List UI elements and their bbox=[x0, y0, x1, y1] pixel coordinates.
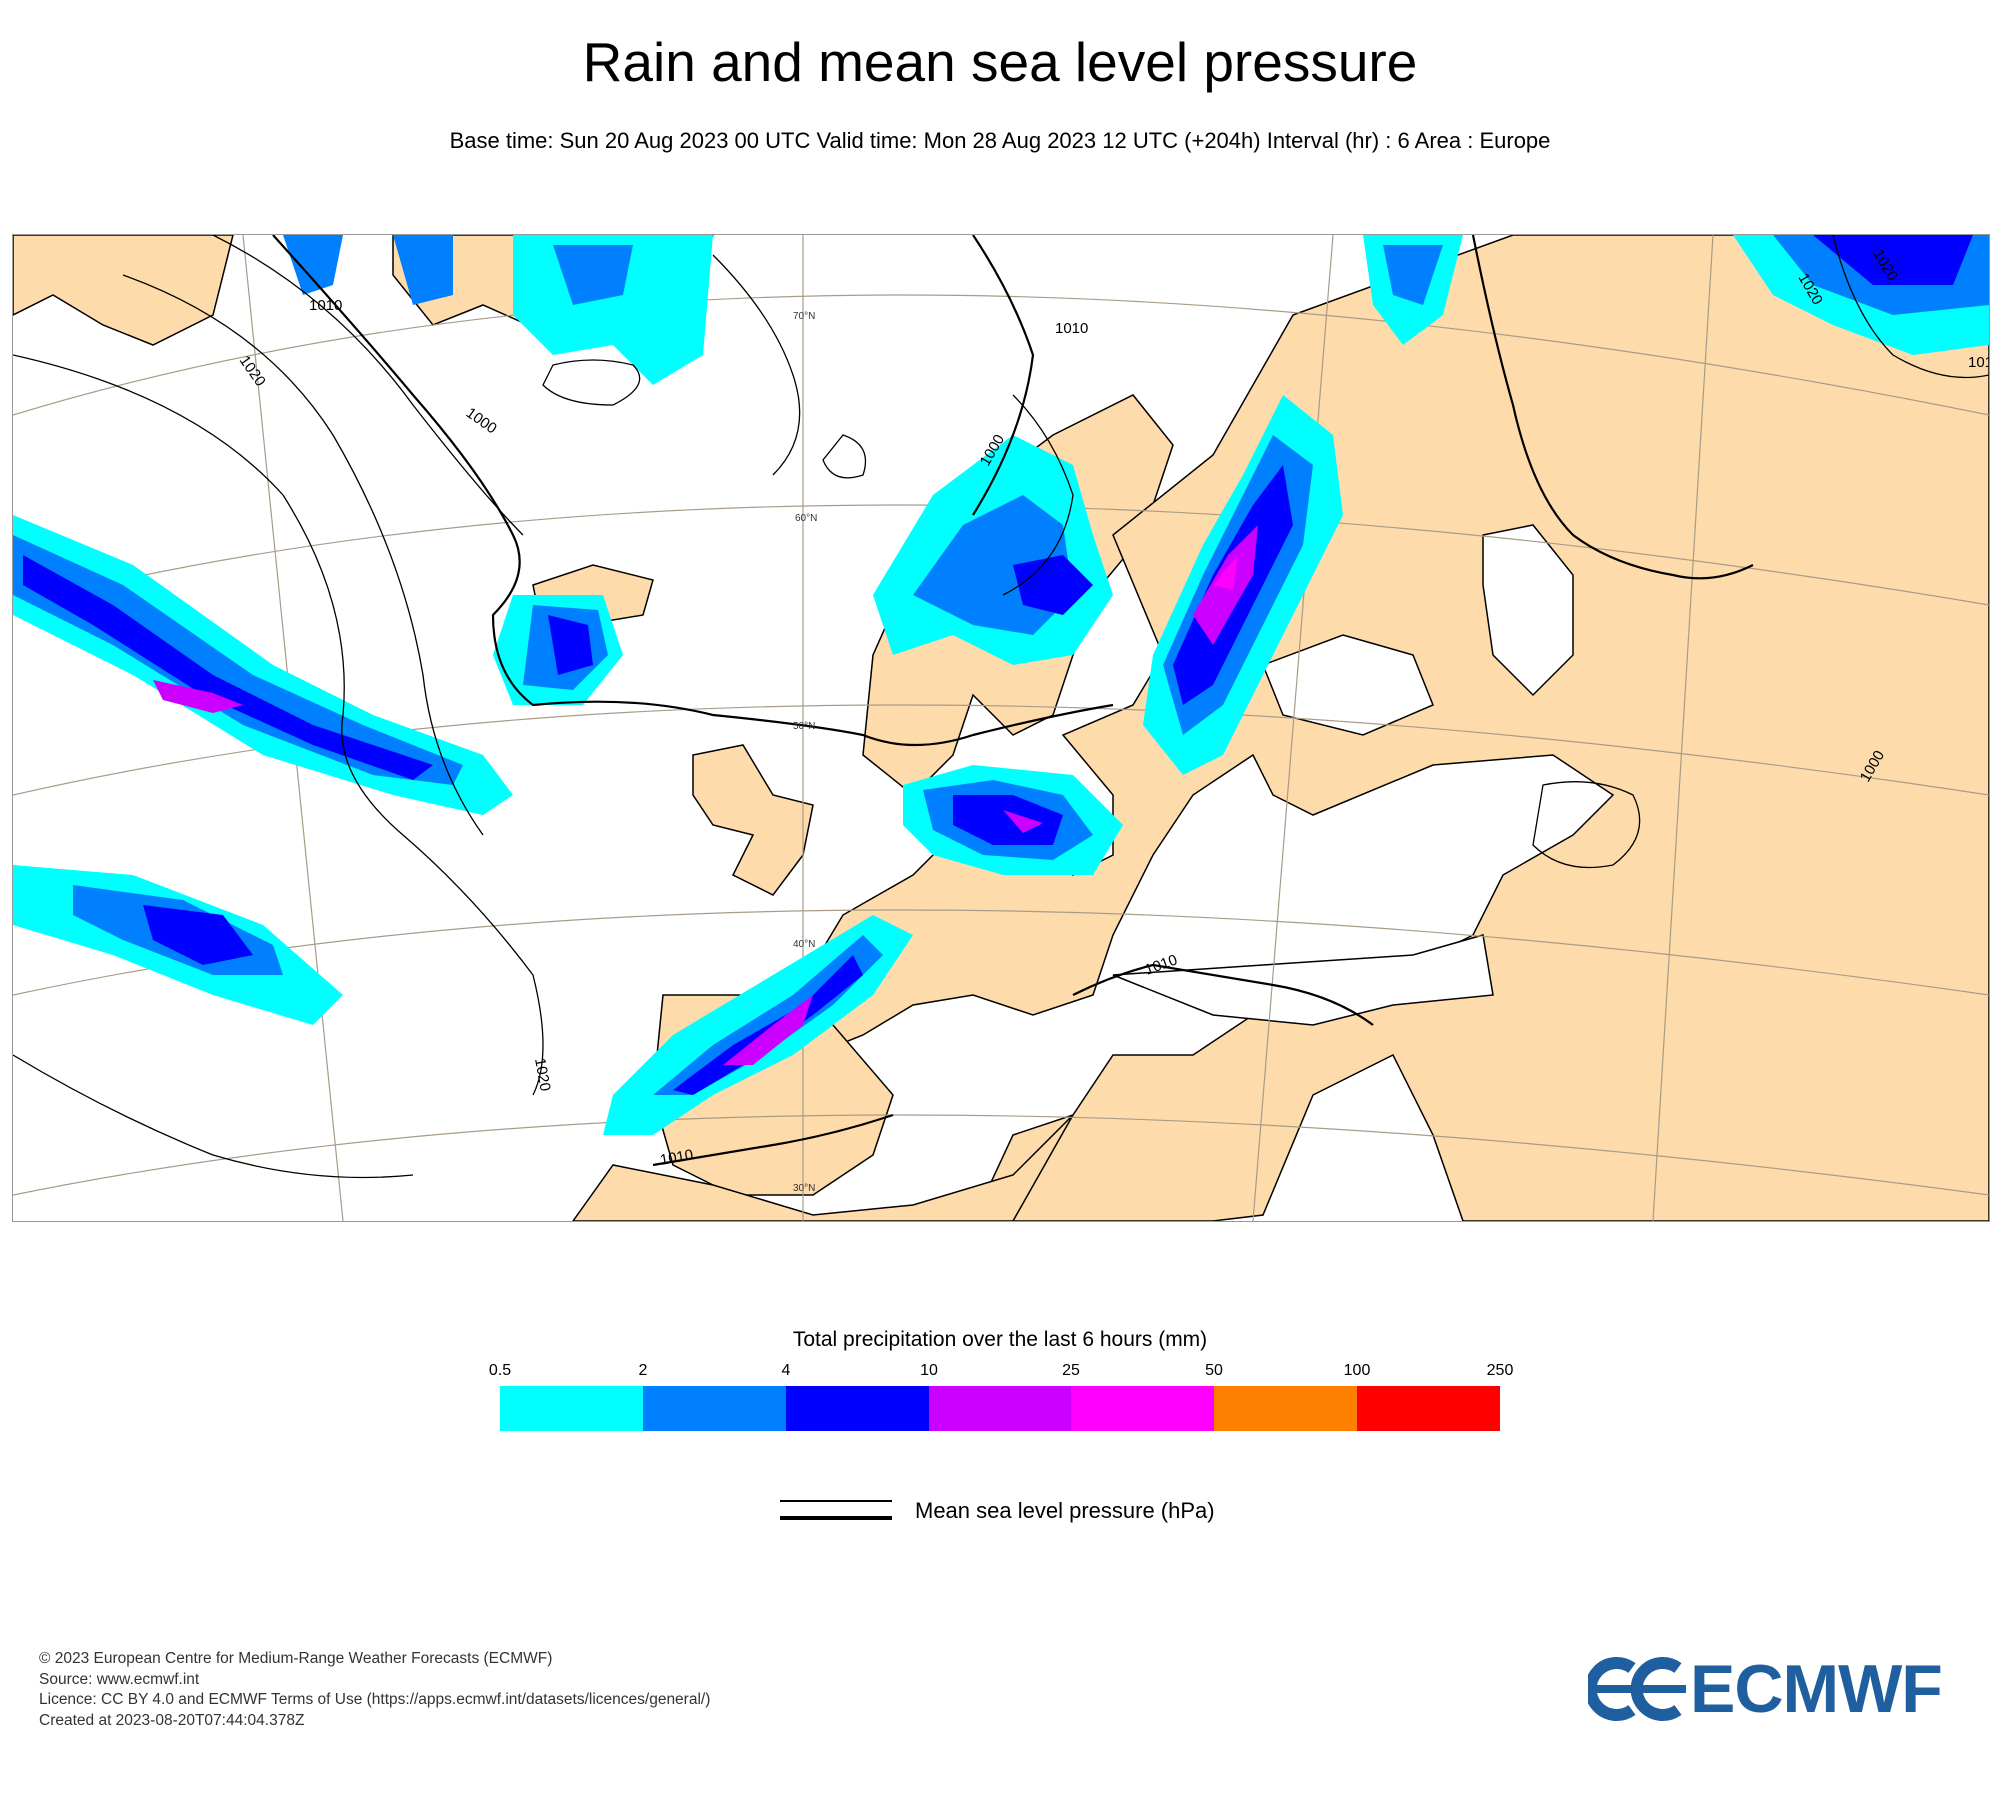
lat-label-40n: 40°N bbox=[793, 939, 815, 950]
lat-label-30n: 30°N bbox=[793, 1183, 815, 1194]
legend-tick: 100 bbox=[1343, 1362, 1371, 1379]
precip-atlantic-south bbox=[13, 865, 343, 1025]
footer: © 2023 European Centre for Medium-Range … bbox=[39, 1649, 710, 1731]
precip-atlantic-band bbox=[13, 515, 513, 815]
isobar-label: 1020 bbox=[531, 1057, 554, 1093]
legend-tick: 4 bbox=[781, 1362, 791, 1379]
footer-created: Created at 2023-08-20T07:44:04.378Z bbox=[39, 1711, 305, 1729]
footer-source: Source: www.ecmwf.int bbox=[39, 1670, 200, 1688]
europe-map: 1010 1020 1000 1000 1010 1020 1020 1010 … bbox=[12, 234, 1990, 1222]
land-eurasia-mainland bbox=[812, 235, 1989, 1221]
lat-label-50n: 50°N bbox=[793, 721, 815, 732]
colorbar-segment bbox=[500, 1386, 643, 1431]
isobar-label: 1020 bbox=[236, 353, 269, 390]
isobar-label: 1010 bbox=[309, 297, 342, 314]
precip-scandinavia bbox=[873, 435, 1113, 665]
inland-seas bbox=[1112, 524, 1574, 1026]
isobar-label: 1010 bbox=[1968, 354, 1989, 371]
chart-subtitle: Base time: Sun 20 Aug 2023 00 UTC Valid … bbox=[449, 128, 1551, 153]
legend-tick: 25 bbox=[1062, 1362, 1080, 1379]
footer-licence: Licence: CC BY 4.0 and ECMWF Terms of Us… bbox=[39, 1691, 711, 1708]
ecmwf-logo: ECMWF bbox=[1584, 1651, 1968, 1727]
isobars bbox=[13, 235, 1989, 1179]
latitude-labels: 70°N 60°N 50°N 40°N 30°N bbox=[793, 311, 817, 1194]
precip-greenland-iceland bbox=[283, 235, 713, 385]
isobar-label: 1000 bbox=[463, 404, 500, 437]
precipitation-areas bbox=[13, 235, 1989, 1135]
land-canada-northeast bbox=[13, 235, 234, 346]
colorbar-segment bbox=[1214, 1386, 1358, 1431]
isobar-label: 1010 bbox=[659, 1146, 695, 1169]
isobar-line-sample bbox=[780, 1500, 892, 1524]
sea-mediterranean-east bbox=[1112, 934, 1494, 1026]
precip-northeast bbox=[1363, 235, 1989, 355]
precipitation-colorbar bbox=[500, 1386, 1501, 1431]
colorbar-segment bbox=[928, 1386, 1072, 1431]
pressure-line-legend: Mean sea level pressure (hPa) bbox=[780, 1492, 1480, 1532]
colorbar-segment bbox=[1357, 1386, 1501, 1431]
footer-copyright: © 2023 European Centre for Medium-Range … bbox=[39, 1650, 553, 1667]
ecmwf-emblem-icon bbox=[1584, 1657, 1686, 1721]
land-uk-ireland bbox=[692, 744, 814, 896]
colorbar-segment bbox=[1071, 1386, 1215, 1431]
legend-tick: 0.5 bbox=[488, 1362, 512, 1379]
precip-iberia-morocco bbox=[603, 915, 913, 1135]
sea-caspian bbox=[1482, 524, 1574, 697]
isobar-label: 1010 bbox=[1055, 320, 1088, 337]
sea-black bbox=[1262, 634, 1434, 736]
precip-eastern-europe-band bbox=[1143, 395, 1343, 775]
precip-alps-italy bbox=[903, 765, 1123, 875]
ecmwf-logo-text: ECMWF bbox=[1690, 1651, 1943, 1727]
colorbar-segment bbox=[642, 1386, 786, 1431]
lat-label-60n: 60°N bbox=[795, 513, 817, 524]
legend-tick: 10 bbox=[920, 1362, 938, 1379]
legend-tick: 250 bbox=[1486, 1362, 1514, 1379]
legend-title: Total precipitation over the last 6 hour… bbox=[792, 1328, 1208, 1351]
land-north-africa bbox=[572, 1114, 1074, 1221]
precip-mid-atlantic-cell bbox=[493, 595, 623, 705]
legend-tick: 50 bbox=[1205, 1362, 1223, 1379]
pressure-legend-label: Mean sea level pressure (hPa) bbox=[915, 1498, 1215, 1523]
lat-label-70n: 70°N bbox=[793, 311, 815, 322]
legend-tick: 2 bbox=[638, 1362, 648, 1379]
graticule bbox=[13, 235, 1989, 1221]
colorbar-segment bbox=[785, 1386, 929, 1431]
chart-title: Rain and mean sea level pressure bbox=[582, 31, 1418, 93]
